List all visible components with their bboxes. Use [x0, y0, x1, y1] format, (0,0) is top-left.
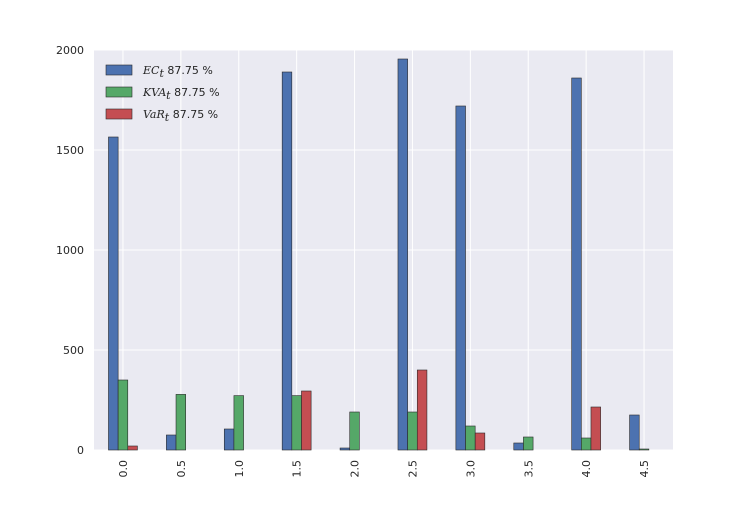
bars: [108, 58, 650, 451]
legend-label: VaRt 87.75 %: [143, 108, 218, 124]
bar: [397, 58, 408, 451]
x-tick-label: 2.5: [406, 460, 419, 478]
bar: [513, 442, 524, 451]
bar: [281, 71, 293, 451]
bar: [108, 136, 119, 451]
bar: [474, 432, 486, 451]
x-tick-label: 2.0: [349, 460, 362, 478]
bar: [638, 448, 650, 451]
bar: [523, 436, 534, 451]
x-tick-label: 4.5: [638, 460, 651, 478]
x-tick-label: 1.0: [233, 460, 246, 478]
bar: [291, 395, 302, 451]
bar: [117, 379, 129, 451]
grid-lines: [94, 49, 673, 451]
bar: [455, 105, 466, 451]
x-tick-label: 3.5: [522, 460, 535, 478]
legend-swatch: [105, 86, 133, 98]
legend-item: ECt 87.75 %: [105, 64, 213, 80]
legend-item: VaRt 87.75 %: [105, 108, 218, 124]
x-tick-label: 0.0: [117, 460, 130, 478]
bar: [571, 77, 582, 451]
legend-label: ECt 87.75 %: [142, 64, 213, 80]
bar: [407, 411, 418, 451]
y-tick-label: 1000: [56, 244, 84, 257]
bar: [127, 445, 138, 451]
x-tick-label: 3.0: [464, 460, 477, 478]
bar: [349, 411, 360, 451]
y-tick-label: 500: [63, 344, 84, 357]
y-tick-label: 2000: [56, 44, 84, 57]
bar: [175, 394, 186, 451]
bar: [166, 434, 177, 451]
bar: [581, 437, 592, 451]
y-tick-label: 0: [77, 444, 84, 457]
bar: [339, 447, 351, 451]
legend-label: KVAt 87.75 %: [142, 86, 220, 102]
bar: [416, 369, 428, 451]
bar: [301, 390, 312, 451]
y-tick-label: 1500: [56, 144, 84, 157]
legend-item: KVAt 87.75 %: [105, 86, 220, 102]
bar: [233, 395, 244, 451]
x-tick-label: 0.5: [175, 460, 188, 478]
bar: [590, 406, 601, 451]
x-axis: 0.0 0.5 1.0 1.5 2.0 2.5 3.0 3.5 4.0 4.5: [117, 460, 651, 478]
legend-swatch: [105, 108, 133, 120]
y-axis: 0 500 1000 1500 2000: [56, 44, 84, 457]
x-tick-label: 4.0: [580, 460, 593, 478]
legend: ECt 87.75 % KVAt 87.75 % VaRt 87.75 %: [105, 64, 220, 124]
bar: [629, 414, 640, 451]
x-tick-label: 1.5: [291, 460, 304, 478]
bar: [465, 425, 476, 451]
legend-swatch: [105, 64, 133, 76]
bar: [223, 428, 235, 451]
